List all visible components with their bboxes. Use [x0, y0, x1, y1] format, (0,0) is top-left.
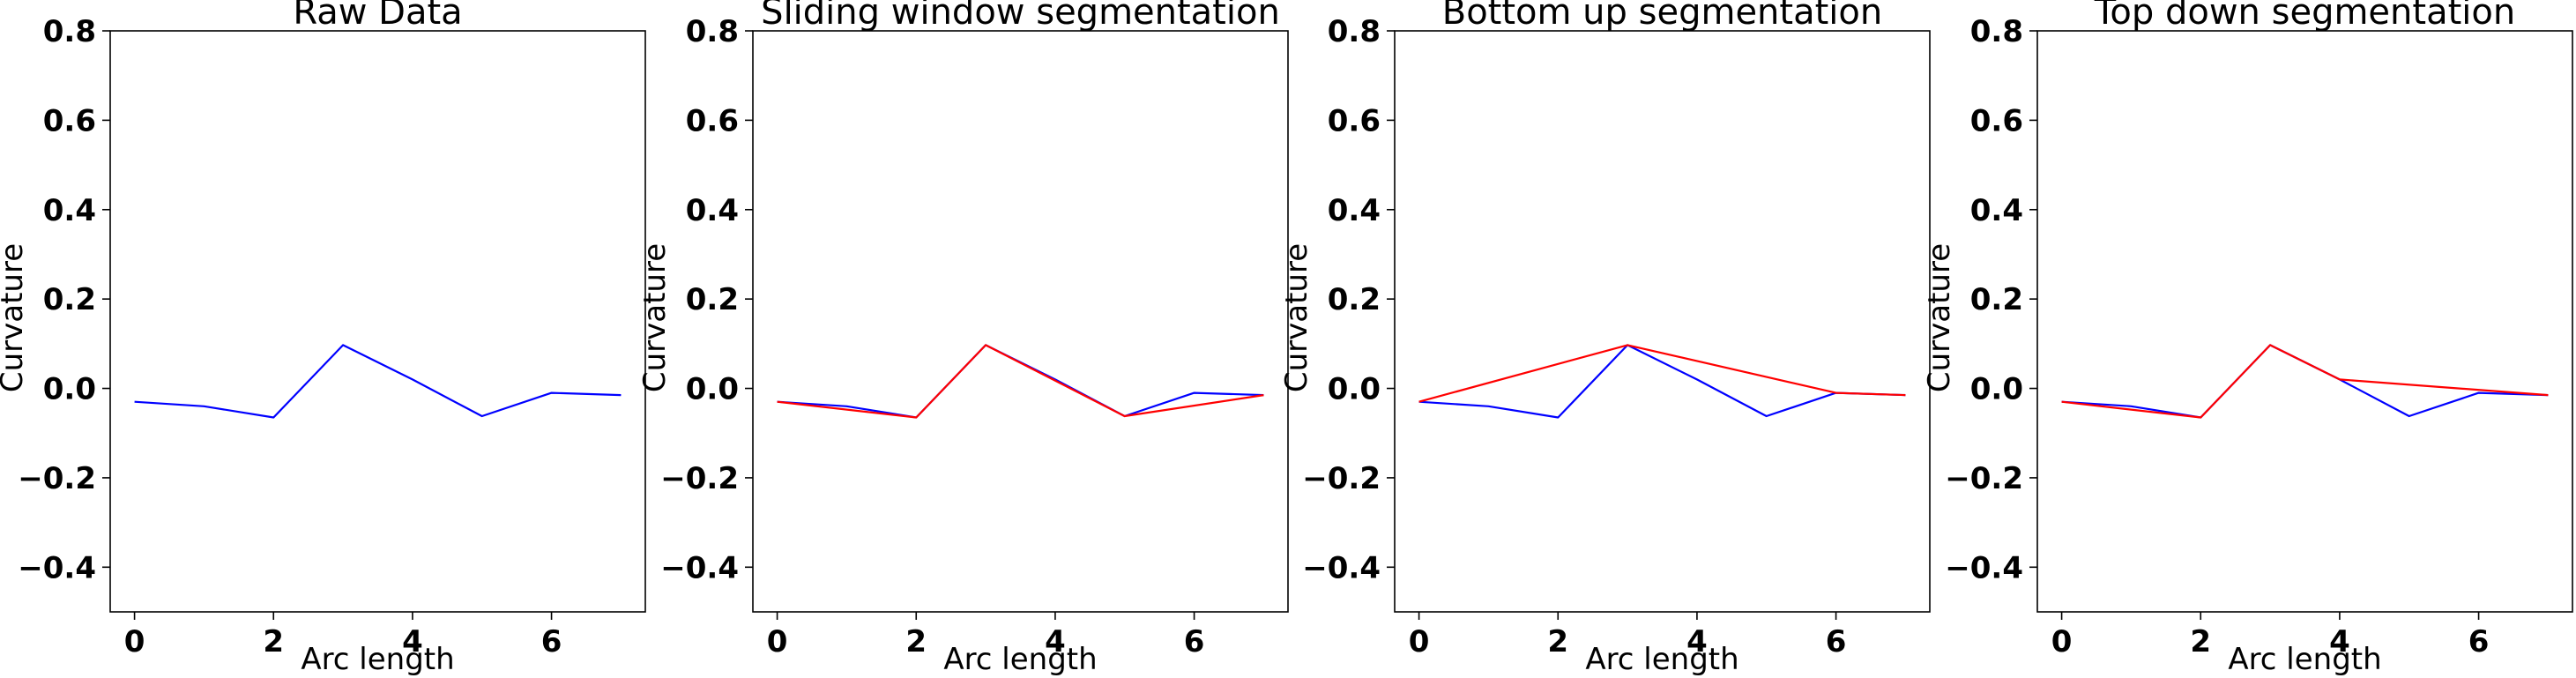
x-tick-label: 0	[1409, 624, 1430, 659]
y-tick-label: 0.8	[43, 14, 96, 49]
x-tick-label: 0	[2051, 624, 2073, 659]
y-tick-label: 0.6	[1328, 103, 1381, 138]
x-tick-label: 6	[2468, 624, 2490, 659]
y-tick-label: 0.0	[686, 372, 739, 407]
y-tick-label: −0.2	[1302, 461, 1381, 496]
series-line-2	[777, 344, 1264, 419]
x-axis-label: Arc length	[301, 642, 454, 677]
x-tick-label: 0	[124, 624, 145, 659]
chart-title: Top down segmentation	[2094, 0, 2515, 33]
series-line-1	[134, 344, 622, 419]
y-tick-label: 0.6	[686, 103, 739, 138]
y-axis-label: Curvature	[1279, 243, 1314, 392]
y-tick-label: 0.4	[1328, 193, 1381, 228]
y-axis-label: Curvature	[637, 243, 673, 392]
y-tick-label: 0.8	[1970, 14, 2023, 49]
x-tick-label: 2	[905, 624, 927, 659]
y-tick-label: 0.6	[1970, 103, 2023, 138]
x-tick-label: 6	[541, 624, 562, 659]
x-tick-label: 0	[767, 624, 788, 659]
y-tick-label: 0.4	[1970, 193, 2023, 228]
y-tick-label: −0.2	[1945, 461, 2023, 496]
y-tick-label: −0.4	[18, 550, 96, 585]
x-axis-label: Arc length	[2228, 642, 2381, 677]
y-tick-label: −0.2	[18, 461, 96, 496]
chart-title: Bottom up segmentation	[1442, 0, 1882, 33]
chart-panel-3: Bottom up segmentation −0.4 −0.2 0.0 0.2 0.4 0…	[1279, 0, 1931, 677]
x-tick-label: 4	[402, 624, 423, 659]
y-tick-label: 0.2	[686, 282, 739, 317]
series-line-1	[2061, 344, 2549, 419]
y-tick-label: −0.4	[660, 550, 739, 585]
series-line-2	[1418, 344, 1906, 403]
x-tick-label: 2	[2190, 624, 2211, 659]
x-tick-label: 2	[1547, 624, 1568, 659]
y-axis-label: Curvature	[1922, 243, 1957, 392]
x-tick-label: 4	[1045, 624, 1066, 659]
y-tick-label: 0.2	[1328, 282, 1381, 317]
axes-frame	[109, 30, 646, 613]
x-tick-label: 4	[1686, 624, 1708, 659]
x-tick-label: 4	[2329, 624, 2350, 659]
y-tick-label: 0.2	[1970, 282, 2023, 317]
chart-title: Sliding window segmentation	[761, 0, 1280, 33]
y-tick-label: 0.0	[1970, 372, 2023, 407]
x-tick-label: 6	[1826, 624, 1847, 659]
axes-frame	[1394, 30, 1931, 613]
y-tick-label: 0.4	[43, 193, 96, 228]
x-axis-label: Arc length	[1585, 642, 1738, 677]
y-tick-label: 0.8	[686, 14, 739, 49]
y-tick-label: 0.2	[43, 282, 96, 317]
axes-frame	[752, 30, 1289, 613]
axes-frame	[2036, 30, 2573, 613]
x-axis-label: Arc length	[943, 642, 1097, 677]
y-tick-label: 0.0	[1328, 372, 1381, 407]
y-tick-label: 0.8	[1328, 14, 1381, 49]
y-tick-label: −0.4	[1945, 550, 2023, 585]
y-tick-label: 0.6	[43, 103, 96, 138]
y-tick-label: −0.2	[660, 461, 739, 496]
series-line-1	[1418, 344, 1906, 419]
x-tick-label: 6	[1184, 624, 1205, 659]
y-tick-label: 0.0	[43, 372, 96, 407]
y-tick-label: −0.4	[1302, 550, 1381, 585]
y-tick-label: 0.4	[686, 193, 739, 228]
x-tick-label: 2	[263, 624, 284, 659]
chart-panel-2: Sliding window segmentation −0.4 −0.2 0.0 0.…	[637, 0, 1289, 677]
series-line-2	[2061, 344, 2549, 419]
chart-panel-1: Raw Data −0.4 −0.2 0.0 0.2 0.4 0.6 0.8 0 2 4 6 Arc l…	[0, 0, 646, 677]
chart-title: Raw Data	[293, 0, 462, 33]
chart-panel-4: Top down segmentation −0.4 −0.2 0.0 0.2 0.4 0.…	[1922, 0, 2573, 677]
y-axis-label: Curvature	[0, 243, 30, 392]
